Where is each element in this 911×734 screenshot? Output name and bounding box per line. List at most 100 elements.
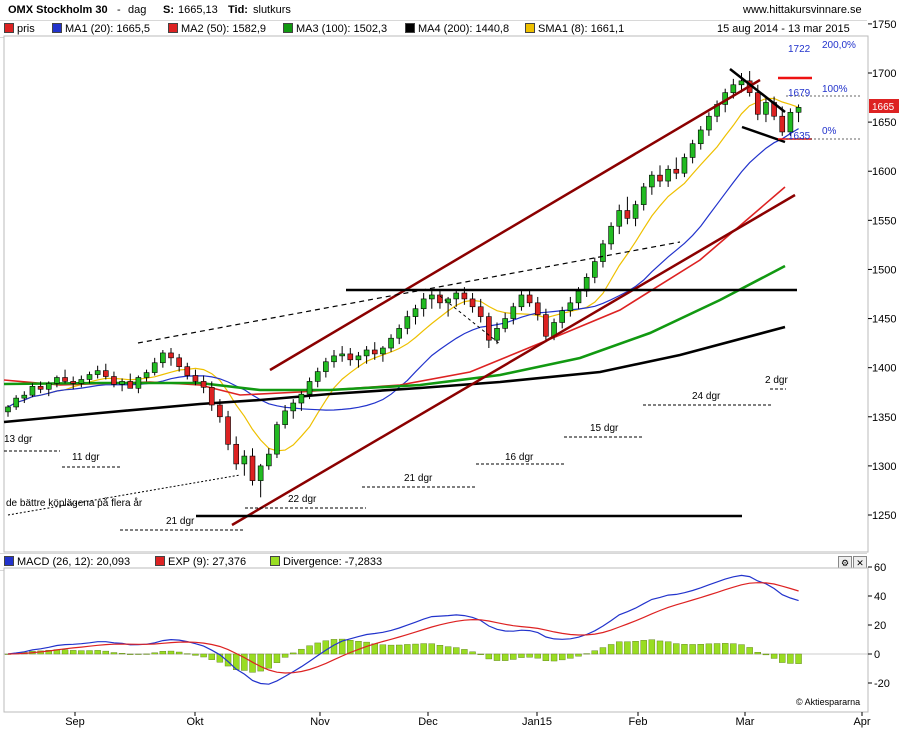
candle-body bbox=[298, 393, 305, 404]
divergence-bar bbox=[534, 653, 541, 659]
divergence-bar bbox=[501, 653, 509, 661]
candle-body bbox=[510, 306, 517, 319]
divergence-bar bbox=[151, 652, 158, 655]
price-y-tick-label: 1300 bbox=[872, 461, 896, 473]
candle-body bbox=[233, 443, 239, 465]
period-label: dag bbox=[128, 4, 147, 16]
candle-body bbox=[681, 157, 688, 174]
divergence-bar bbox=[518, 653, 525, 658]
divergence-bar bbox=[224, 653, 232, 667]
divergence-bar bbox=[575, 653, 582, 657]
divergence-bar bbox=[510, 653, 517, 660]
divergence-bar bbox=[86, 650, 93, 655]
divergence-bar bbox=[290, 652, 297, 655]
fib-label: 1722 bbox=[788, 44, 811, 55]
exp-swatch bbox=[155, 556, 165, 566]
legend-ma3: MA3 (100): 1502,3 bbox=[283, 23, 387, 35]
divergence-bar bbox=[322, 640, 330, 655]
lower-channel-line bbox=[231, 193, 796, 527]
price-value: 1665,13 bbox=[178, 4, 218, 16]
wedge-lower-line bbox=[741, 125, 786, 144]
candle-body bbox=[763, 102, 769, 115]
candle-body bbox=[412, 308, 419, 317]
legend-ma4-label: MA4 (200): 1440,8 bbox=[418, 23, 510, 35]
divergence-bar bbox=[567, 653, 574, 659]
x-tick-label: Nov bbox=[310, 716, 330, 728]
sma1-swatch bbox=[525, 23, 535, 33]
candle-body bbox=[127, 381, 134, 389]
price-y-tick-label: 1750 bbox=[872, 19, 896, 31]
divergence-bar bbox=[770, 653, 778, 659]
candle-body bbox=[37, 386, 44, 390]
divergence-bar bbox=[632, 641, 639, 655]
count-label: 15 dgr bbox=[590, 423, 619, 434]
note-text: de bättre köplägena på flera år bbox=[6, 497, 143, 509]
divergence-bar bbox=[135, 653, 142, 655]
macd-y-tick-label: -20 bbox=[874, 678, 890, 690]
chart-header: OMX Stockholm 30 - dag S: 1665,13 Tid: s… bbox=[0, 0, 870, 20]
legend-sma1: SMA1 (8): 1661,1 bbox=[525, 23, 624, 35]
candle-body bbox=[502, 318, 508, 329]
divergence-bar bbox=[159, 651, 167, 655]
candle-body bbox=[176, 357, 182, 367]
candle-body bbox=[730, 84, 737, 93]
divergence-bar bbox=[371, 643, 378, 655]
price-y-tick-label: 1450 bbox=[872, 314, 896, 326]
legend-div: Divergence: -7,2833 bbox=[270, 556, 382, 568]
divergence-bar bbox=[200, 653, 207, 658]
ma4-line bbox=[3, 325, 786, 424]
ma3-line bbox=[3, 264, 786, 392]
candle-body bbox=[575, 290, 582, 304]
candle-body bbox=[54, 377, 60, 384]
legend-sma1-label: SMA1 (8): 1661,1 bbox=[538, 23, 625, 35]
candle-body bbox=[404, 316, 411, 329]
price-y-tick-label: 1550 bbox=[872, 215, 896, 227]
candle-body bbox=[339, 353, 345, 357]
divergence-bar bbox=[469, 651, 476, 655]
candle-body bbox=[624, 210, 631, 219]
pris-swatch bbox=[4, 23, 14, 33]
candle-body bbox=[518, 294, 525, 308]
x-tick-label: Apr bbox=[853, 716, 870, 728]
candle-body bbox=[151, 362, 158, 373]
divergence-bar bbox=[477, 653, 484, 655]
legend-exp: EXP (9): 27,376 bbox=[155, 556, 246, 568]
candle-body bbox=[608, 225, 614, 245]
divergence-bar bbox=[542, 653, 550, 662]
fib-label: 1679 bbox=[788, 88, 811, 99]
divergence-bar bbox=[61, 649, 69, 655]
legend-div-label: Divergence: -7,2833 bbox=[283, 556, 383, 568]
type-value: slutkurs bbox=[253, 4, 291, 16]
upper-channel-line bbox=[269, 78, 761, 372]
exp-line bbox=[7, 582, 799, 674]
macd-y-tick-label: 60 bbox=[874, 562, 886, 574]
ma1-swatch bbox=[52, 23, 62, 33]
divergence-bar bbox=[355, 641, 362, 655]
divergence-bar bbox=[697, 644, 704, 655]
candle-body bbox=[738, 80, 745, 86]
divergence-bar bbox=[738, 644, 745, 655]
divergence-bar bbox=[485, 653, 493, 660]
candle-body bbox=[494, 328, 500, 341]
divergence-bar bbox=[216, 653, 224, 663]
x-tick-label: Dec bbox=[418, 716, 438, 728]
legend-exp-label: EXP (9): 27,376 bbox=[168, 556, 247, 568]
divergence-bar bbox=[640, 640, 647, 655]
candle-body bbox=[78, 379, 85, 384]
candle-body bbox=[225, 416, 231, 445]
divergence-bar bbox=[94, 650, 101, 655]
divergence-bar bbox=[673, 643, 680, 655]
divergence-bar bbox=[648, 639, 656, 655]
count-label: 21 dgr bbox=[404, 473, 433, 484]
candle-body bbox=[331, 355, 337, 363]
candle-body bbox=[200, 381, 207, 388]
divergence-bar bbox=[273, 653, 281, 663]
div-swatch bbox=[270, 556, 280, 566]
divergence-bar bbox=[167, 650, 175, 655]
divergence-bar bbox=[664, 641, 672, 655]
candle-body bbox=[469, 298, 476, 308]
ma2-swatch bbox=[168, 23, 178, 33]
divergence-bar bbox=[762, 653, 770, 656]
legend-pris: pris bbox=[4, 23, 35, 35]
divergence-bar bbox=[396, 644, 403, 655]
